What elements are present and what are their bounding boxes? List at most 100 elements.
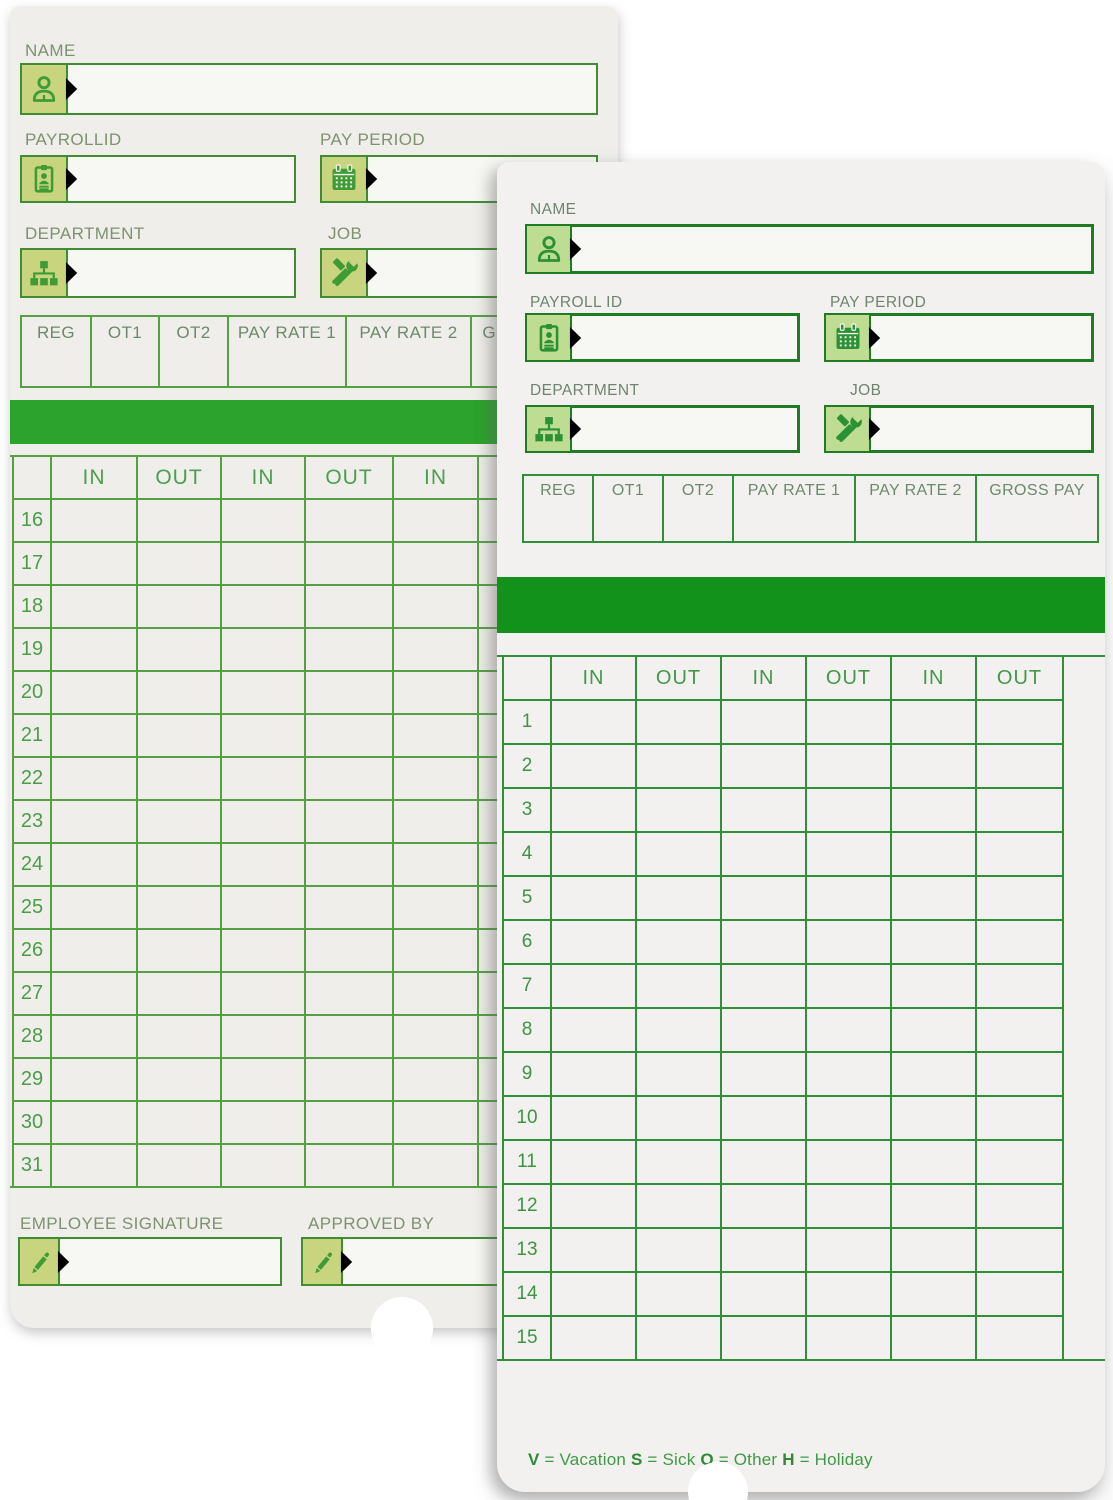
chevron-right-icon	[569, 326, 582, 349]
summary-column-header: PAY RATE 1	[227, 315, 347, 388]
department-field	[20, 248, 296, 298]
department-label: DEPARTMENT	[25, 224, 145, 243]
day-number: 8	[502, 1007, 552, 1053]
punch-cell	[635, 1095, 722, 1141]
job-label: JOB	[328, 224, 363, 243]
day-row: 11	[502, 1139, 1064, 1185]
summary-column-header: PAY RATE 2	[854, 474, 977, 543]
punch-cell	[805, 1139, 892, 1185]
summary-column-header: OT1	[592, 474, 664, 543]
chevron-right-icon	[65, 167, 78, 191]
day-number: 2	[502, 743, 552, 789]
punch-cell	[550, 1315, 637, 1361]
punch-cell	[550, 1139, 637, 1185]
legend-key: V	[528, 1450, 540, 1469]
grid-column-header: OUT	[805, 655, 892, 701]
day-row: 1	[502, 699, 1064, 745]
punch-cell	[220, 1143, 306, 1188]
punch-cell	[136, 627, 222, 672]
punch-cell	[975, 1227, 1064, 1273]
name-field	[525, 224, 1094, 274]
punch-cell	[50, 1014, 138, 1059]
day-number: 12	[502, 1183, 552, 1229]
day-number: 1	[502, 699, 552, 745]
punch-cell	[550, 1095, 637, 1141]
day-number: 18	[12, 584, 52, 629]
punch-cell	[550, 919, 637, 965]
day-column-corner	[502, 655, 552, 701]
punch-cell	[50, 928, 138, 973]
punch-cell	[220, 584, 306, 629]
day-row: 31	[12, 1143, 567, 1188]
chevron-right-icon	[868, 417, 881, 441]
day-row: 25	[12, 885, 567, 930]
day-number: 11	[502, 1139, 552, 1185]
punch-cell	[304, 1143, 394, 1188]
punch-cell	[136, 842, 222, 887]
punch-cell	[220, 971, 306, 1016]
punch-cell	[304, 670, 394, 715]
punch-cell	[304, 1057, 394, 1102]
org-chart-icon	[525, 405, 582, 453]
punch-cell	[975, 963, 1064, 1009]
punch-cell	[50, 670, 138, 715]
punch-cell	[550, 1007, 637, 1053]
tools-icon	[824, 405, 881, 453]
department-field	[525, 405, 800, 453]
pencil-icon	[301, 1237, 353, 1286]
day-number: 25	[12, 885, 52, 930]
punch-cell	[136, 1057, 222, 1102]
punch-cell	[890, 743, 977, 789]
punch-cell	[392, 1143, 479, 1188]
green-divider-bar	[497, 577, 1105, 633]
day-number: 3	[502, 787, 552, 833]
punch-cell	[550, 743, 637, 789]
punch-cell	[136, 1100, 222, 1145]
punch-cell	[890, 831, 977, 877]
punch-cell	[392, 584, 479, 629]
day-number: 24	[12, 842, 52, 887]
punch-cell	[392, 627, 479, 672]
punch-cell	[720, 787, 807, 833]
punch-cell	[392, 1014, 479, 1059]
id-badge-icon	[20, 155, 78, 203]
day-number: 27	[12, 971, 52, 1016]
day-number: 16	[12, 498, 52, 543]
chevron-right-icon	[65, 261, 78, 285]
day-row: 10	[502, 1095, 1064, 1141]
punch-cell	[890, 1051, 977, 1097]
chevron-right-icon	[868, 326, 881, 349]
day-number: 29	[12, 1057, 52, 1102]
summary-column-header: OT2	[662, 474, 734, 543]
day-row: 6	[502, 919, 1064, 965]
punch-cell	[635, 875, 722, 921]
punch-cell	[975, 831, 1064, 877]
summary-column-header: PAY RATE 1	[732, 474, 856, 543]
punch-cell	[975, 1183, 1064, 1229]
punch-cell	[720, 743, 807, 789]
day-row: 14	[502, 1271, 1064, 1317]
punch-cell	[50, 541, 138, 586]
punch-cell	[805, 1315, 892, 1361]
punch-cell	[720, 699, 807, 745]
punch-cell	[50, 842, 138, 887]
day-row: 16	[12, 498, 567, 543]
department-label: DEPARTMENT	[530, 382, 640, 399]
punch-cell	[635, 1271, 722, 1317]
punch-grid-table: IN OUT IN OUT IN OUT 1 2 3 4 5 6 7 8 9 10 11 12 13 14 15	[502, 655, 1064, 1361]
punch-cell	[890, 1315, 977, 1361]
day-row: 29	[12, 1057, 567, 1102]
grid-column-header: IN	[220, 455, 306, 500]
day-number: 17	[12, 541, 52, 586]
day-number: 22	[12, 756, 52, 801]
punch-cell	[720, 1007, 807, 1053]
punch-cell	[975, 1095, 1064, 1141]
grid-column-header: OUT	[635, 655, 722, 701]
legend-key: S	[630, 1450, 643, 1469]
legend-text: = Sick	[642, 1450, 701, 1469]
day-number: 6	[502, 919, 552, 965]
punch-cell	[220, 1014, 306, 1059]
punch-cell	[975, 1139, 1064, 1185]
punch-cell	[392, 541, 479, 586]
punch-cell	[220, 498, 306, 543]
